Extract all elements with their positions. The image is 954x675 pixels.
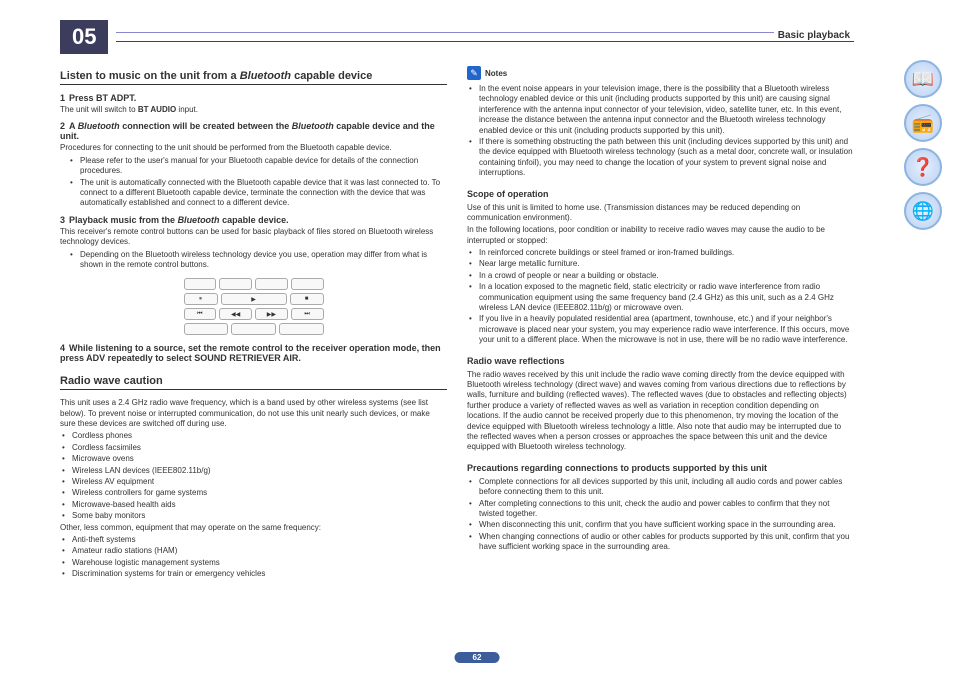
reflections-title: Radio wave reflections <box>467 356 854 366</box>
step-2-list: Please refer to the user's manual for yo… <box>60 156 447 209</box>
sidebar-nav: 📖 📻 ❓ 🌐 <box>904 60 942 230</box>
step-3-list: Depending on the Bluetooth wireless tech… <box>60 250 447 271</box>
radio-list: Cordless phones Cordless facsimiles Micr… <box>60 431 447 521</box>
left-column: Listen to music on the unit from a Bluet… <box>60 66 447 581</box>
page-header: 05 Basic playback <box>60 20 854 54</box>
step-1-body: The unit will switch to BT AUDIO input. <box>60 105 447 115</box>
precautions-list: Complete connections for all devices sup… <box>467 477 854 553</box>
scope-body-1: Use of this unit is limited to home use.… <box>467 203 854 224</box>
step-2-body: Procedures for connecting to the unit sh… <box>60 143 447 153</box>
notes-label: Notes <box>485 69 507 78</box>
help-icon[interactable]: ❓ <box>904 148 942 186</box>
scope-body-2: In the following locations, poor conditi… <box>467 225 854 246</box>
scope-title: Scope of operation <box>467 189 854 199</box>
right-column: ✎ Notes In the event noise appears in yo… <box>467 66 854 581</box>
radio-list-2: Anti-theft systems Amateur radio station… <box>60 535 447 580</box>
chapter-number: 05 <box>60 20 108 54</box>
globe-icon[interactable]: 🌐 <box>904 192 942 230</box>
radio-caution-body: This unit uses a 2.4 GHz radio wave freq… <box>60 398 447 429</box>
step-2: 2A Bluetooth connection will be created … <box>60 121 447 141</box>
notes-list: In the event noise appears in your telev… <box>467 84 854 179</box>
scope-list: In reinforced concrete buildings or stee… <box>467 248 854 346</box>
header-rule: Basic playback <box>116 32 854 42</box>
breadcrumb: Basic playback <box>774 30 854 41</box>
step-4: 4While listening to a source, set the re… <box>60 343 447 363</box>
notes-header: ✎ Notes <box>467 66 854 80</box>
device-icon[interactable]: 📻 <box>904 104 942 142</box>
book-icon[interactable]: 📖 <box>904 60 942 98</box>
radio-caution-title: Radio wave caution <box>60 375 447 390</box>
pencil-icon: ✎ <box>467 66 481 80</box>
precautions-title: Precautions regarding connections to pro… <box>467 463 854 473</box>
remote-diagram: ⏸▶■ ⏮◀◀▶▶⏭ <box>184 278 324 335</box>
section-title: Listen to music on the unit from a Bluet… <box>60 70 447 85</box>
step-3: 3Playback music from the Bluetooth capab… <box>60 215 447 225</box>
step-3-body: This receiver's remote control buttons c… <box>60 227 447 248</box>
page-number: 62 <box>455 652 500 663</box>
reflections-body: The radio waves received by this unit in… <box>467 370 854 453</box>
step-1: 1Press BT ADPT. <box>60 93 447 103</box>
radio-other: Other, less common, equipment that may o… <box>60 523 447 533</box>
